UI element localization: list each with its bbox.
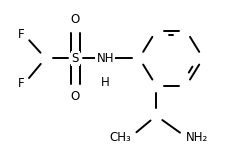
Text: S: S	[72, 52, 79, 65]
Text: O: O	[71, 90, 80, 103]
Text: F: F	[18, 28, 24, 41]
Text: F: F	[18, 77, 24, 90]
Text: H: H	[101, 76, 109, 89]
Text: NH: NH	[96, 52, 114, 65]
Text: CH₃: CH₃	[109, 131, 131, 144]
Text: NH₂: NH₂	[186, 131, 208, 144]
Text: O: O	[71, 13, 80, 26]
